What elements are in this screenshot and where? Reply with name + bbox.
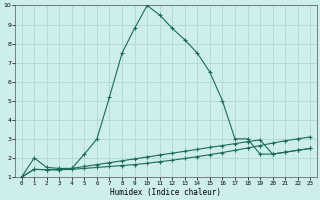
X-axis label: Humidex (Indice chaleur): Humidex (Indice chaleur) [110,188,221,197]
